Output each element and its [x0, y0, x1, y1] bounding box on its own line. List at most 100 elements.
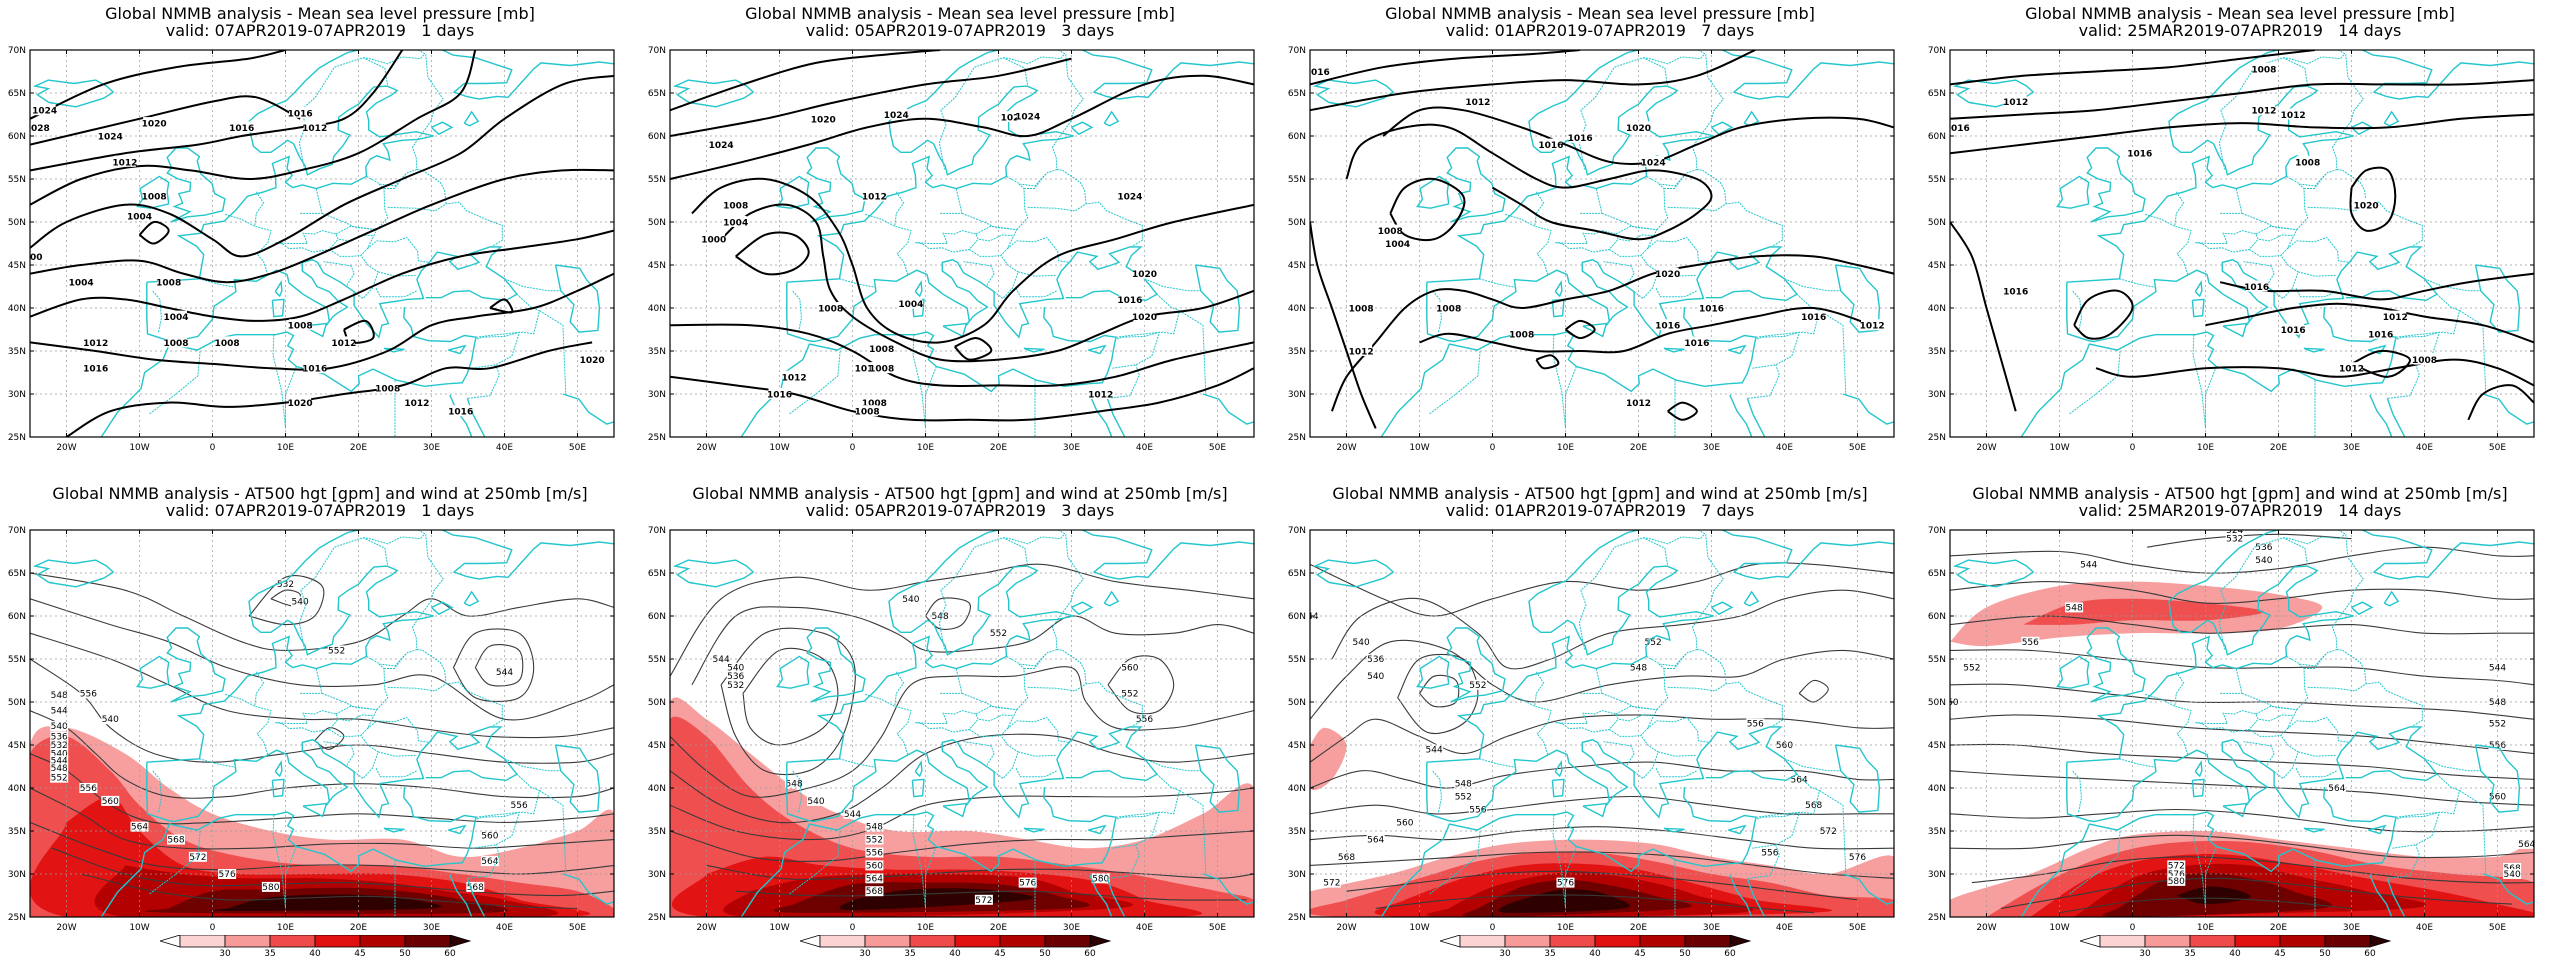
height-label: 536	[1367, 655, 1384, 665]
lon-tick-label: 40E	[2416, 443, 2433, 453]
colorbar-low-arrow	[160, 935, 180, 947]
lat-tick-label: 65N	[648, 89, 666, 99]
lat-tick-label: 50N	[1288, 698, 1306, 708]
colorbar-tick: 40	[949, 949, 961, 957]
colorbar-swatch	[2325, 935, 2370, 947]
height-label: 580	[262, 883, 279, 893]
isobar-label: 1016	[1305, 68, 1330, 78]
colorbar-tick: 50	[399, 949, 411, 957]
lat-tick-label: 40N	[1928, 784, 1946, 794]
isobar-label: 1012	[404, 399, 429, 409]
lon-tick-label: 40E	[2416, 923, 2433, 933]
isobar-label: 1016	[83, 365, 108, 375]
lat-tick-label: 55N	[648, 655, 666, 665]
lat-tick-label: 30N	[1928, 870, 1946, 880]
height-label: 548	[2066, 603, 2083, 613]
colorbar-tick: 35	[904, 949, 915, 957]
lon-tick-label: 10E	[917, 923, 934, 933]
isobar-label: 1004	[723, 219, 748, 229]
lon-tick-label: 0	[850, 443, 856, 453]
lat-tick-label: 65N	[1288, 89, 1306, 99]
height-label: 540	[292, 597, 309, 607]
isobar-label: 1008	[723, 201, 748, 211]
lon-tick-label: 0	[210, 923, 216, 933]
isobar-label: 1008	[142, 193, 167, 203]
lon-tick-label: 10W	[129, 923, 149, 933]
isobar-label: 1016	[1699, 305, 1724, 315]
isobar-label: 1024	[98, 133, 123, 143]
isobar-label: 1004	[163, 313, 188, 323]
height-label: 556	[80, 689, 97, 699]
map-canvas: 1012100810121016101610201008101210161016…	[1920, 0, 2560, 480]
lon-tick-label: 0	[850, 923, 856, 933]
isobar-label: 1012	[1088, 391, 1113, 401]
colorbar-swatch	[1460, 935, 1505, 947]
lon-tick-label: 10E	[917, 443, 934, 453]
lon-tick-label: 10W	[769, 443, 789, 453]
lat-tick-label: 60N	[648, 612, 666, 622]
isobar-label: 1012	[2281, 111, 2306, 121]
colorbar-high-arrow	[2370, 935, 2390, 947]
lat-tick-label: 60N	[1928, 612, 1946, 622]
lon-tick-label: 10E	[277, 923, 294, 933]
lon-tick-label: 20E	[2270, 923, 2287, 933]
height-label: 556	[511, 801, 528, 811]
panel-valid-period: valid: 05APR2019-07APR2019 3 days	[640, 502, 1280, 520]
lon-tick-label: 50E	[2489, 923, 2506, 933]
colorbar-tick: 40	[2229, 949, 2241, 957]
lon-tick-label: 50E	[569, 443, 586, 453]
lon-tick-label: 30E	[2343, 443, 2360, 453]
lat-tick-label: 70N	[1928, 526, 1946, 536]
colorbar-tick: 50	[1039, 949, 1051, 957]
lon-tick-label: 30E	[1703, 923, 1720, 933]
colorbar-swatch	[865, 935, 910, 947]
colorbar-swatch	[1595, 935, 1640, 947]
lon-tick-label: 20E	[2270, 443, 2287, 453]
colorbar-tick: 30	[2139, 949, 2151, 957]
colorbar-swatch	[820, 935, 865, 947]
isobar-label: 1020	[288, 399, 313, 409]
colorbar-swatch	[225, 935, 270, 947]
lat-tick-label: 55N	[648, 175, 666, 185]
lat-tick-label: 70N	[1928, 46, 1946, 56]
lat-tick-label: 70N	[1288, 526, 1306, 536]
lat-tick-label: 25N	[1288, 913, 1306, 923]
lat-tick-label: 50N	[1928, 698, 1946, 708]
isobar-label: 1012	[1465, 98, 1490, 108]
lon-tick-label: 40E	[1136, 443, 1153, 453]
isobar-label: 1012	[331, 339, 356, 349]
lon-tick-label: 50E	[1849, 923, 1866, 933]
isobar-label: 1020	[1626, 124, 1651, 134]
isobar-label: 1028	[25, 124, 50, 134]
lat-tick-label: 30N	[648, 390, 666, 400]
lat-tick-label: 55N	[1928, 655, 1946, 665]
isobar-label: 1008	[1436, 305, 1461, 315]
lat-tick-label: 25N	[648, 433, 666, 443]
height-label: 540	[902, 595, 919, 605]
lon-tick-label: 10E	[277, 443, 294, 453]
lat-tick-label: 45N	[648, 261, 666, 271]
panel-valid-period: valid: 25MAR2019-07APR2019 14 days	[1920, 22, 2560, 40]
lat-tick-label: 65N	[8, 89, 26, 99]
height-label: 564	[1367, 836, 1384, 846]
lat-tick-label: 60N	[1288, 612, 1306, 622]
height-label: 572	[189, 853, 206, 863]
isobar-label: 1016	[448, 408, 473, 418]
height-label: 540	[2255, 556, 2272, 566]
colorbar-swatch	[1640, 935, 1685, 947]
height-label: 536	[2255, 543, 2272, 553]
isobar-label: 1012	[782, 373, 807, 383]
lon-tick-label: 20E	[990, 443, 1007, 453]
lat-tick-label: 70N	[8, 526, 26, 536]
height-label: 552	[1455, 793, 1472, 803]
lat-tick-label: 60N	[1928, 132, 1946, 142]
height-label: 548	[51, 691, 68, 701]
colorbar-tick: 30	[859, 949, 871, 957]
height-label: 548	[1455, 780, 1472, 790]
lat-tick-label: 25N	[8, 433, 26, 443]
lon-tick-label: 20E	[1630, 443, 1647, 453]
height-label: 556	[80, 784, 97, 794]
